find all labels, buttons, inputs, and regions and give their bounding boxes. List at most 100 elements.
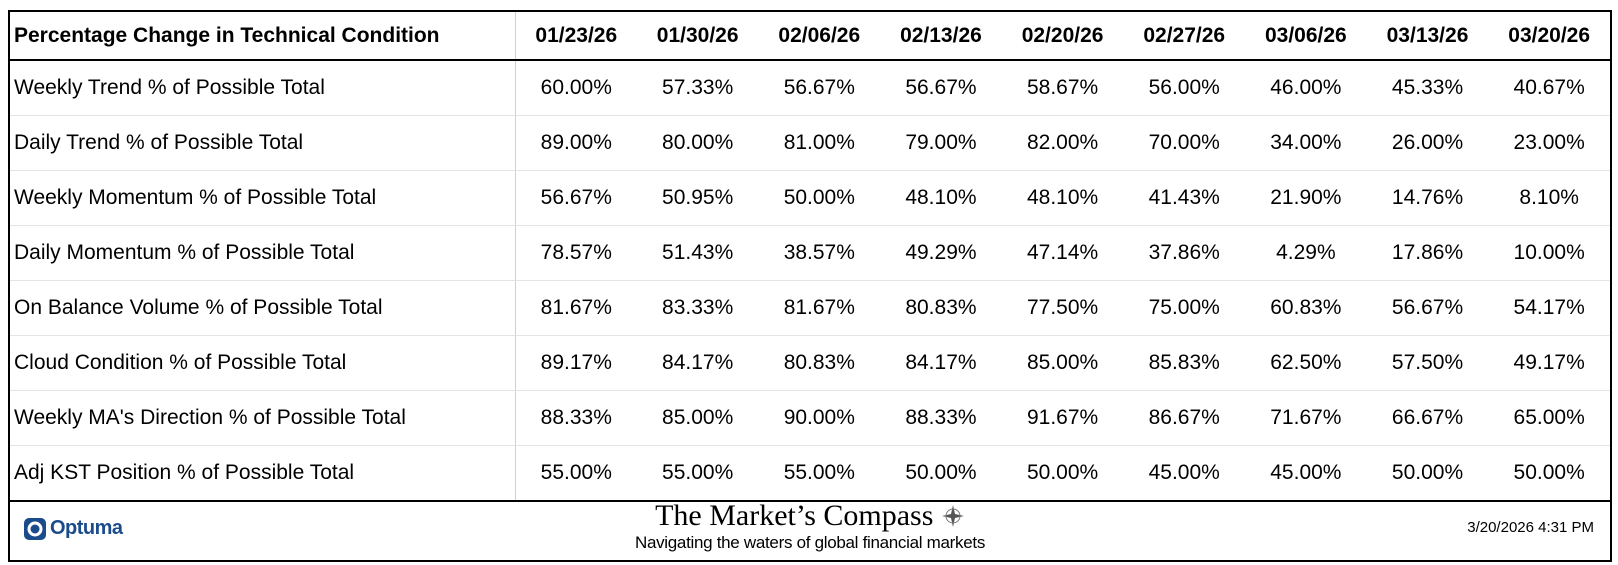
cell-value: 45.00% (1245, 445, 1367, 502)
cell-value: 56.67% (880, 60, 1002, 116)
cell-value: 70.00% (1123, 115, 1246, 171)
header-row: Percentage Change in Technical Condition… (10, 12, 1610, 61)
timestamp: 3/20/2026 4:31 PM (1467, 519, 1594, 536)
cell-value: 51.43% (636, 225, 759, 281)
cell-value: 48.10% (1001, 170, 1124, 226)
tagline: Navigating the waters of global financia… (634, 533, 986, 552)
cell-value: 40.67% (1488, 60, 1610, 116)
cell-value: 84.17% (636, 335, 759, 391)
cell-value: 56.67% (515, 170, 637, 226)
column-header: 03/20/26 (1488, 12, 1610, 61)
logo-icon (24, 517, 46, 540)
cell-value: 82.00% (1001, 115, 1124, 171)
logo-text: Optuma (50, 517, 123, 539)
cell-value: 45.33% (1366, 60, 1489, 116)
table-row: Weekly MA's Direction % of Possible Tota… (10, 390, 1610, 446)
cell-value: 88.33% (515, 390, 637, 446)
cell-value: 55.00% (515, 445, 637, 502)
cell-value: 89.17% (515, 335, 637, 391)
row-label: Weekly Momentum % of Possible Total (10, 170, 516, 226)
cell-value: 85.83% (1123, 335, 1246, 391)
cell-value: 49.29% (880, 225, 1002, 281)
cell-value: 56.67% (758, 60, 881, 116)
column-header: 02/27/26 (1123, 12, 1246, 61)
cell-value: 14.76% (1366, 170, 1489, 226)
cell-value: 49.17% (1488, 335, 1610, 391)
cell-value: 55.00% (636, 445, 759, 502)
cell-value: 90.00% (758, 390, 881, 446)
column-header: 03/06/26 (1245, 12, 1367, 61)
cell-value: 85.00% (1001, 335, 1124, 391)
cell-value: 60.00% (515, 60, 637, 116)
column-header: 02/20/26 (1001, 12, 1124, 61)
cell-value: 88.33% (880, 390, 1002, 446)
cell-value: 81.00% (758, 115, 881, 171)
cell-value: 65.00% (1488, 390, 1610, 446)
cell-value: 75.00% (1123, 280, 1246, 336)
row-label: Adj KST Position % of Possible Total (10, 445, 516, 502)
cell-value: 83.33% (636, 280, 759, 336)
table-row: Weekly Trend % of Possible Total 60.00% 57… (10, 60, 1610, 116)
table-row: Weekly Momentum % of Possible Total 56.67… (10, 170, 1610, 226)
table-title: Percentage Change in Technical Condition (10, 12, 516, 61)
cell-value: 50.00% (1366, 445, 1489, 502)
row-label: Daily Momentum % of Possible Total (10, 225, 516, 281)
cell-value: 50.95% (636, 170, 759, 226)
cell-value: 84.17% (880, 335, 1002, 391)
cell-value: 62.50% (1245, 335, 1367, 391)
table-row: Daily Trend % of Possible Total 89.00% 80.… (10, 115, 1610, 171)
brand-text: The Market’s Compass (655, 499, 934, 532)
cell-value: 81.67% (515, 280, 637, 336)
cell-value: 10.00% (1488, 225, 1610, 281)
cell-value: 8.10% (1488, 170, 1610, 226)
cell-value: 47.14% (1001, 225, 1124, 281)
column-header: 02/06/26 (758, 12, 881, 61)
cell-value: 56.67% (1366, 280, 1489, 336)
table-frame: Percentage Change in Technical Condition… (8, 10, 1612, 562)
table-row: Daily Momentum % of Possible Total 78.57%… (10, 225, 1610, 281)
cell-value: 45.00% (1123, 445, 1246, 502)
cell-value: 60.83% (1245, 280, 1367, 336)
cell-value: 4.29% (1245, 225, 1367, 281)
cell-value: 57.50% (1366, 335, 1489, 391)
cell-value: 54.17% (1488, 280, 1610, 336)
cell-value: 26.00% (1366, 115, 1489, 171)
cell-value: 78.57% (515, 225, 637, 281)
compass-icon (941, 505, 964, 527)
logo: Optuma (24, 517, 123, 540)
cell-value: 71.67% (1245, 390, 1367, 446)
cell-value: 23.00% (1488, 115, 1610, 171)
column-header: 01/30/26 (636, 12, 759, 61)
cell-value: 50.00% (1488, 445, 1610, 502)
cell-value: 89.00% (515, 115, 637, 171)
footer: Optuma The Market’s Compass Navigating t… (10, 497, 1610, 560)
column-header: 01/23/26 (515, 12, 637, 61)
row-label: Cloud Condition % of Possible Total (10, 335, 516, 391)
cell-value: 21.90% (1245, 170, 1367, 226)
cell-value: 58.67% (1001, 60, 1124, 116)
cell-value: 37.86% (1123, 225, 1246, 281)
cell-value: 55.00% (758, 445, 881, 502)
cell-value: 56.00% (1123, 60, 1246, 116)
cell-value: 79.00% (880, 115, 1002, 171)
row-label: Weekly Trend % of Possible Total (10, 60, 516, 116)
row-label: Daily Trend % of Possible Total (10, 115, 516, 171)
cell-value: 50.00% (880, 445, 1002, 502)
cell-value: 57.33% (636, 60, 759, 116)
cell-value: 41.43% (1123, 170, 1246, 226)
cell-value: 80.00% (636, 115, 759, 171)
column-header: 03/13/26 (1366, 12, 1489, 61)
cell-value: 85.00% (636, 390, 759, 446)
row-label: On Balance Volume % of Possible Total (10, 280, 516, 336)
cell-value: 77.50% (1001, 280, 1124, 336)
cell-value: 91.67% (1001, 390, 1124, 446)
cell-value: 38.57% (758, 225, 881, 281)
column-header: 02/13/26 (880, 12, 1002, 61)
cell-value: 80.83% (880, 280, 1002, 336)
table-row: Cloud Condition % of Possible Total 89.17… (10, 335, 1610, 391)
cell-value: 17.86% (1366, 225, 1489, 281)
data-table: Percentage Change in Technical Condition… (10, 12, 1610, 502)
cell-value: 34.00% (1245, 115, 1367, 171)
cell-value: 81.67% (758, 280, 881, 336)
